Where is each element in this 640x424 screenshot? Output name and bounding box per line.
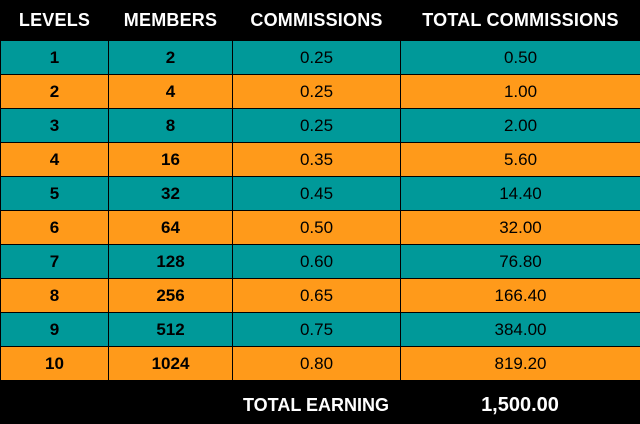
commission-cell: 0.60: [232, 244, 401, 279]
table-row: 6 64 0.50 32.00: [0, 210, 640, 245]
commission-cell: 0.80: [232, 346, 401, 381]
commission-cell: 0.25: [232, 74, 401, 109]
members-cell: 32: [108, 176, 233, 211]
members-cell: 64: [108, 210, 233, 245]
total-commission-cell: 384.00: [400, 312, 640, 347]
total-commission-cell: 76.80: [400, 244, 640, 279]
table-row: 1 2 0.25 0.50: [0, 40, 640, 75]
level-cell: 9: [0, 312, 109, 347]
total-commission-cell: 1.00: [400, 74, 640, 109]
commission-cell: 0.50: [232, 210, 401, 245]
commission-cell: 0.75: [232, 312, 401, 347]
commission-cell: 0.25: [232, 108, 401, 143]
level-cell: 10: [0, 346, 109, 381]
table-row: 8 256 0.65 166.40: [0, 278, 640, 313]
members-cell: 4: [108, 74, 233, 109]
header-row: LEVELS MEMBERS COMMISSIONS TOTAL COMMISS…: [0, 0, 640, 41]
table-row: 4 16 0.35 5.60: [0, 142, 640, 177]
header-total-commissions: TOTAL COMMISSIONS: [400, 0, 640, 41]
commission-cell: 0.65: [232, 278, 401, 313]
table-row: 3 8 0.25 2.00: [0, 108, 640, 143]
level-cell: 1: [0, 40, 109, 75]
total-commission-cell: 166.40: [400, 278, 640, 313]
members-cell: 512: [108, 312, 233, 347]
total-commission-cell: 32.00: [400, 210, 640, 245]
level-cell: 7: [0, 244, 109, 279]
commission-table: LEVELS MEMBERS COMMISSIONS TOTAL COMMISS…: [0, 0, 640, 381]
header-commissions: COMMISSIONS: [232, 0, 401, 41]
members-cell: 2: [108, 40, 233, 75]
members-cell: 8: [108, 108, 233, 143]
total-commission-cell: 14.40: [400, 176, 640, 211]
level-cell: 5: [0, 176, 109, 211]
level-cell: 4: [0, 142, 109, 177]
table-row: 5 32 0.45 14.40: [0, 176, 640, 211]
table-row: 7 128 0.60 76.80: [0, 244, 640, 279]
total-commission-cell: 5.60: [400, 142, 640, 177]
table-row: 10 1024 0.80 819.20: [0, 346, 640, 381]
total-earning-label: TOTAL EARNING: [242, 395, 389, 415]
table-body: 1 2 0.25 0.50 2 4 0.25 1.00 3 8 0.25 2.0…: [0, 40, 640, 381]
table-header: LEVELS MEMBERS COMMISSIONS TOTAL COMMISS…: [0, 0, 640, 41]
total-commission-cell: 0.50: [400, 40, 640, 75]
total-commission-cell: 2.00: [400, 108, 640, 143]
commission-cell: 0.25: [232, 40, 401, 75]
commission-cell: 0.35: [232, 142, 401, 177]
level-cell: 3: [0, 108, 109, 143]
table-row: 9 512 0.75 384.00: [0, 312, 640, 347]
total-earning-value: 1,500.00: [481, 394, 559, 416]
members-cell: 256: [108, 278, 233, 313]
level-cell: 2: [0, 74, 109, 109]
level-cell: 8: [0, 278, 109, 313]
header-members: MEMBERS: [108, 0, 233, 41]
total-commission-cell: 819.20: [400, 346, 640, 381]
table-row: 2 4 0.25 1.00: [0, 74, 640, 109]
level-cell: 6: [0, 210, 109, 245]
header-levels: LEVELS: [0, 0, 109, 41]
members-cell: 1024: [108, 346, 233, 381]
total-earning-bar: TOTAL EARNING 1,500.00: [0, 386, 640, 424]
members-cell: 16: [108, 142, 233, 177]
members-cell: 128: [108, 244, 233, 279]
commission-cell: 0.45: [232, 176, 401, 211]
